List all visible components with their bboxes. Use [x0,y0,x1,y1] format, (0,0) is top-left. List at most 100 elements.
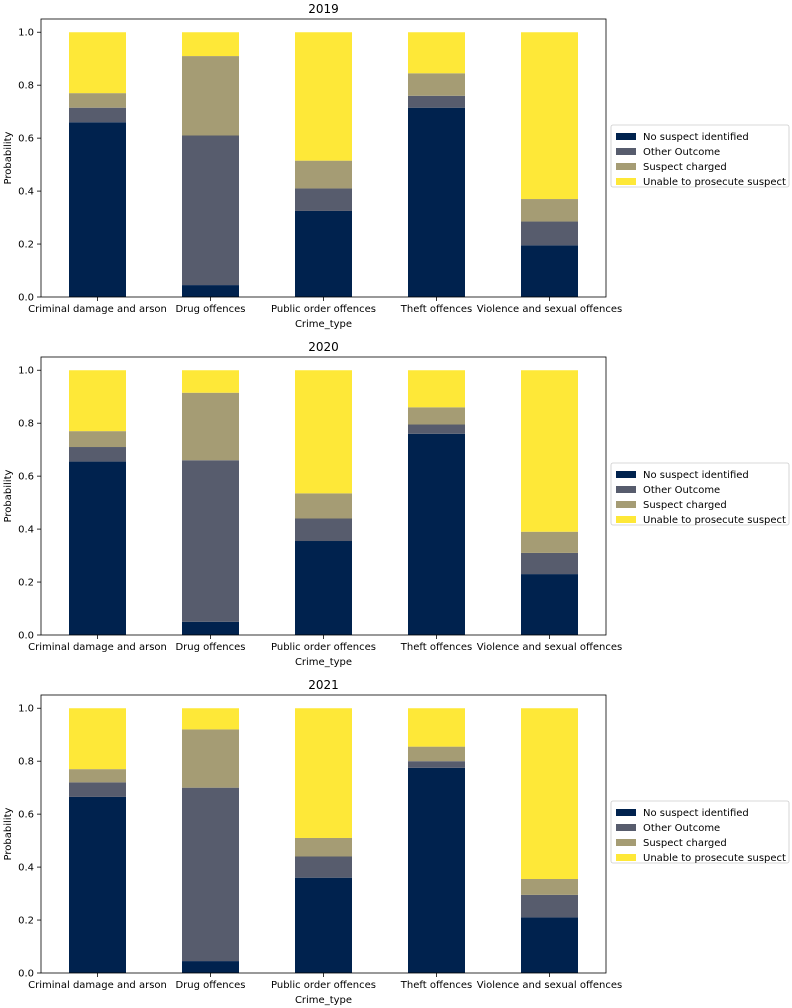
y-tick-label: 0.0 [18,631,34,642]
bar-1-5 [521,574,578,635]
legend-label: Suspect charged [643,162,727,173]
bar-3-2 [182,729,239,788]
y-tick-label: 0.6 [18,810,34,821]
bar-4-5 [521,370,578,532]
bar-3-4 [408,746,465,762]
y-tick-label: 0.2 [18,578,34,589]
axes-frame [40,694,607,974]
bar-4-4 [408,32,465,74]
bar-4-5 [521,708,578,880]
y-axis-title: Probability [3,131,14,184]
y-tick-label: 1.0 [18,704,34,715]
x-tick-label: Theft offences [400,304,472,315]
legend-label: Unable to prosecute suspect [643,177,786,188]
bar-2-1 [69,447,126,462]
bar-4-5 [521,32,578,200]
legend-label: Unable to prosecute suspect [643,515,786,526]
legend-label: Other Outcome [643,823,720,834]
chart-2019: Criminal damage and arson Drug offences Pu… [3,2,790,330]
bar-1-2 [182,621,239,635]
bar-4-3 [295,370,352,494]
y-tick-label: 0.0 [18,969,34,980]
bar-2-2 [182,787,239,962]
bar-3-5 [521,199,578,222]
bar-1-4 [408,107,465,297]
legend: No suspect identified Other Outcome Suspec… [610,462,790,526]
bar-3-5 [521,879,578,895]
legend-swatch [616,133,636,140]
bar-4-3 [295,32,352,161]
bar-2-5 [521,552,578,575]
y-tick-label: 0.2 [18,240,34,251]
y-axis-title: Probability [3,469,14,522]
chart-2021: Criminal damage and arson Drug offences Pu… [3,678,790,1006]
bar-2-4 [408,95,465,108]
bar-1-3 [295,210,352,297]
bar-1-4 [408,767,465,973]
y-tick-label: 0.2 [18,916,34,927]
chart-title: 2021 [308,678,339,692]
bar-2-4 [408,424,465,434]
bar-3-2 [182,56,239,136]
legend-label: Unable to prosecute suspect [643,853,786,864]
x-tick-label: Drug offences [175,642,245,653]
bar-1-2 [182,285,239,297]
x-tick-label: Public order offences [271,980,376,991]
y-axis-title: Probability [3,807,14,860]
bar-1-3 [295,541,352,635]
bar-3-1 [69,431,126,448]
x-tick-label: Violence and sexual offences [477,642,623,653]
bar-3-1 [69,769,126,783]
axes-frame [40,18,607,298]
bar-2-2 [182,460,239,622]
bar-2-4 [408,761,465,768]
bar-1-4 [408,433,465,635]
bar-1-2 [182,961,239,973]
legend-swatch [616,516,636,523]
y-tick-label: 1.0 [18,366,34,377]
legend-swatch [616,486,636,493]
legend-label: No suspect identified [643,132,749,143]
bar-4-2 [182,32,239,57]
legend-label: Suspect charged [643,838,727,849]
bar-1-5 [521,245,578,297]
bar-2-2 [182,135,239,286]
legend-swatch [616,809,636,816]
legend-label: Other Outcome [643,485,720,496]
bar-3-4 [408,73,465,96]
bar-2-3 [295,856,352,878]
legend-label: No suspect identified [643,808,749,819]
x-axis-title: Crime_type [295,319,352,330]
bar-3-4 [408,407,465,425]
bar-4-4 [408,708,465,747]
bar-2-3 [295,518,352,541]
bar-1-1 [69,122,126,297]
bar-2-5 [521,894,578,918]
x-tick-label: Violence and sexual offences [477,980,623,991]
legend-swatch [616,854,636,861]
legend: No suspect identified Other Outcome Suspec… [610,124,790,188]
legend-swatch [616,178,636,185]
x-tick-label: Theft offences [400,980,472,991]
legend-swatch [616,148,636,155]
y-tick-label: 0.6 [18,134,34,145]
bar-4-1 [69,32,126,94]
y-tick-label: 0.4 [18,525,34,536]
legend-label: Other Outcome [643,147,720,158]
x-tick-label: Violence and sexual offences [477,304,623,315]
bar-1-5 [521,917,578,973]
x-tick-label: Drug offences [175,980,245,991]
bar-4-2 [182,708,239,730]
axes-frame [40,356,607,636]
legend-label: No suspect identified [643,470,749,481]
bar-2-5 [521,221,578,246]
legend-frame [610,462,790,526]
x-axis-title: Crime_type [295,995,352,1006]
legend: No suspect identified Other Outcome Suspec… [610,800,790,864]
legend-swatch [616,824,636,831]
y-tick-label: 0.8 [18,81,34,92]
bar-4-4 [408,370,465,408]
y-tick-label: 1.0 [18,28,34,39]
legend-swatch [616,471,636,478]
